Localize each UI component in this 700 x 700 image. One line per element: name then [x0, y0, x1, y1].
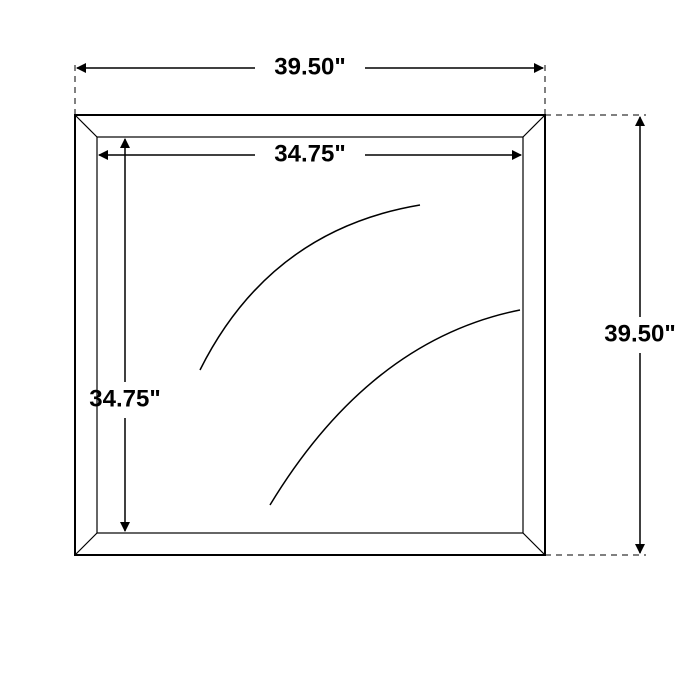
frame-miter [75, 115, 97, 137]
frame-inner [97, 137, 523, 533]
dim-inner-width-label: 34.75" [274, 140, 345, 167]
frame-outer [75, 115, 545, 555]
glare-curve-1 [270, 310, 520, 505]
frame-miter [523, 533, 545, 555]
dim-inner-height-label: 34.75" [89, 385, 160, 412]
frame-miter [75, 533, 97, 555]
dimension-drawing: 39.50" 39.50" 34.75" 34.75" [0, 0, 700, 700]
dim-outer-height-label: 39.50" [604, 320, 675, 347]
dim-outer-width-label: 39.50" [274, 53, 345, 80]
glare-curve-0 [200, 205, 420, 370]
frame-miter [523, 115, 545, 137]
